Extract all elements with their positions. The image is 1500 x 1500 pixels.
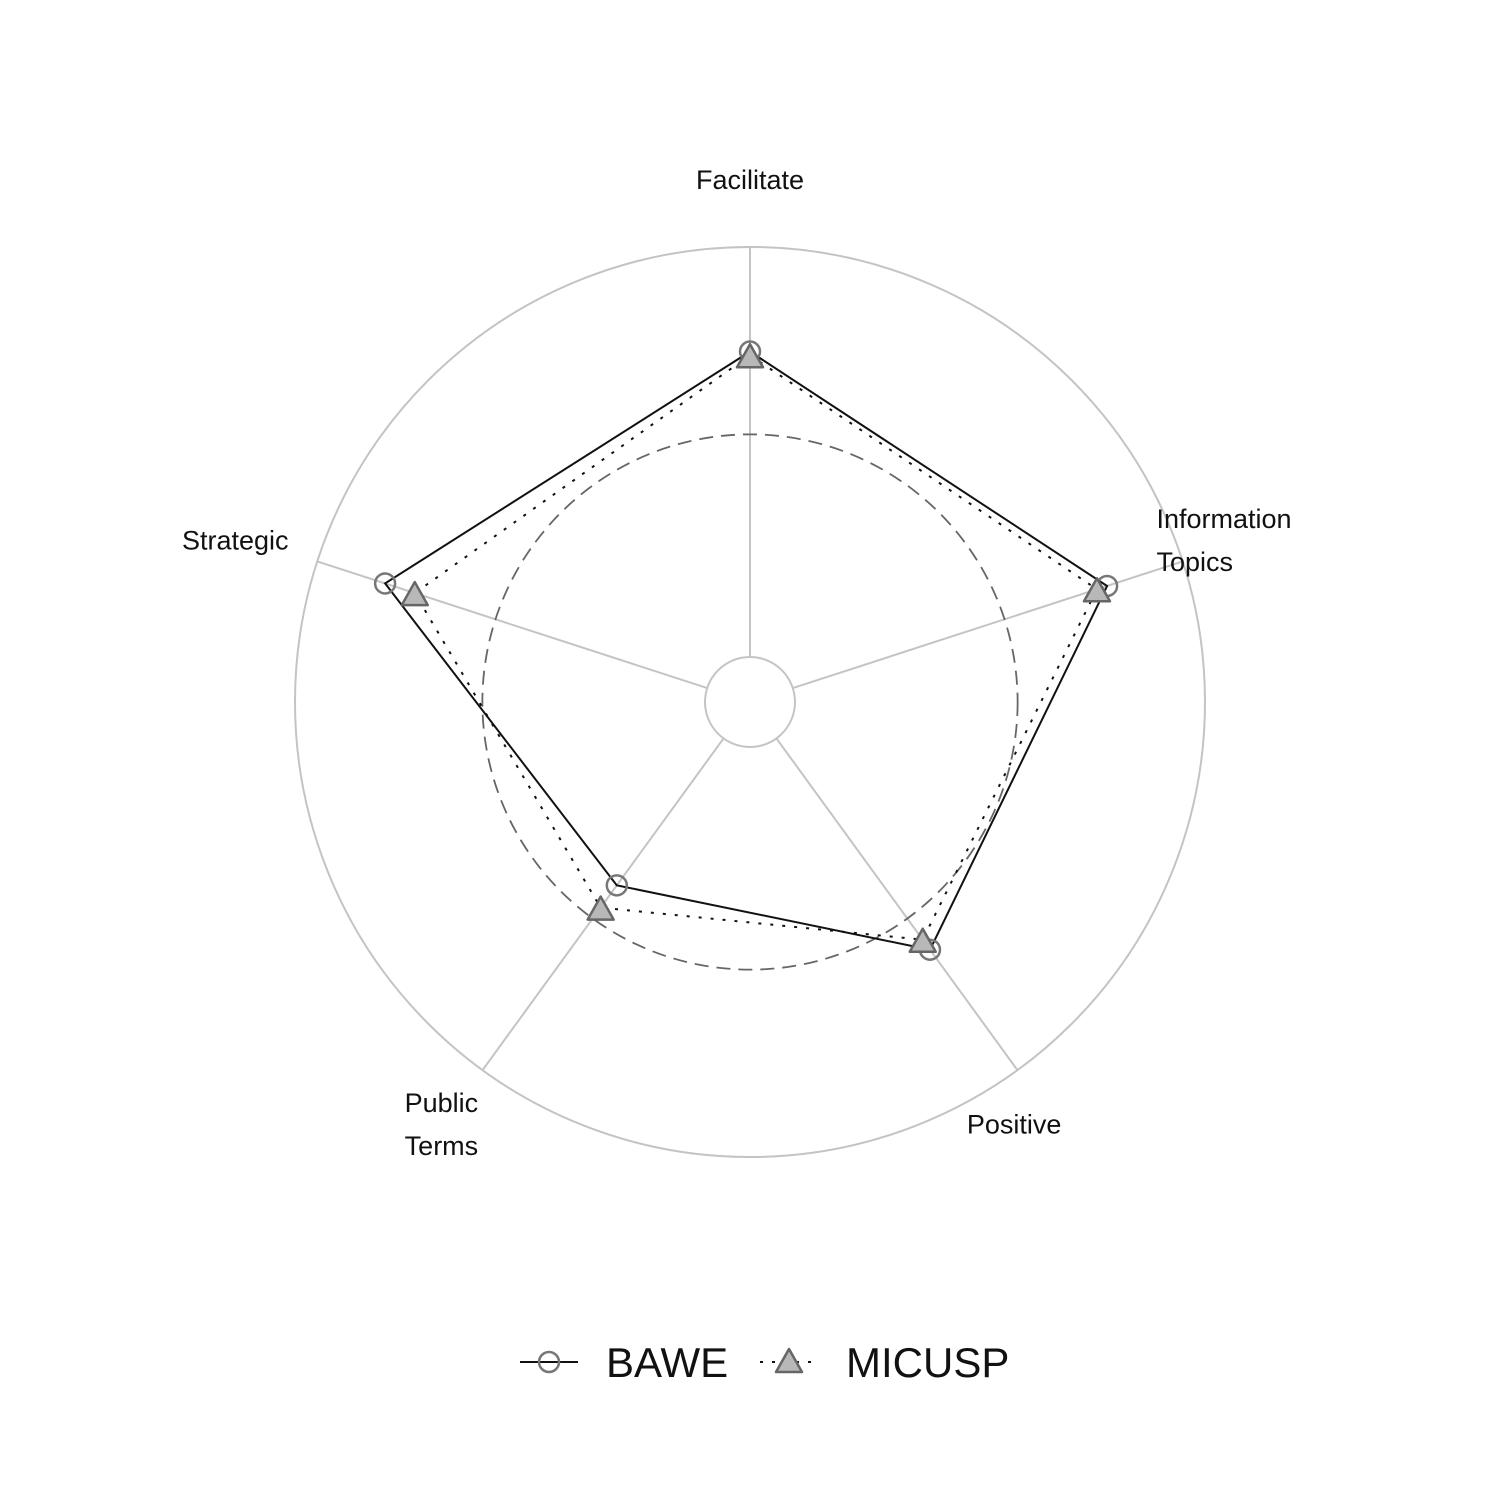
series-micusp-point-1: [1082, 577, 1112, 603]
spoke-2: [775, 737, 1019, 1071]
axis-label-3-line-0: Public: [405, 1088, 479, 1118]
axis-label-2-line-0: Positive: [967, 1109, 1062, 1139]
axis-label-1: Information Topics: [1156, 504, 1291, 577]
reference-circle: [481, 433, 1019, 971]
spoke-1: [792, 560, 1184, 690]
axis-label-4-line-0: Strategic: [182, 526, 289, 556]
series-bawe-point-4: [373, 572, 397, 595]
grid: [294, 246, 1206, 1158]
inner-grid-circle: [704, 656, 796, 748]
axis-label-1-line-1: Topics: [1156, 547, 1233, 577]
reference-dashed-circle: [481, 433, 1019, 971]
series-bawe-line: [383, 350, 1109, 951]
axis-label-4: Strategic: [182, 526, 289, 556]
legend-micusp-marker: [774, 1347, 804, 1374]
series-micusp-point-4: [400, 580, 430, 607]
series-bawe-point-3: [605, 874, 629, 897]
axis-label-0: Facilitate: [696, 165, 804, 195]
series-micusp-line: [413, 353, 1099, 941]
axis-label-2: Positive: [967, 1109, 1062, 1139]
series-micusp-point-0: [735, 342, 765, 369]
axis-label-0-line-0: Facilitate: [696, 165, 804, 195]
legend-bawe-marker: [537, 1350, 561, 1374]
legend: BAWE MICUSP: [520, 1339, 1009, 1386]
axis-label-3: Public Terms: [405, 1088, 479, 1161]
series-layer: [373, 340, 1119, 961]
spoke-4: [316, 560, 708, 690]
legend-bawe-label: BAWE: [606, 1339, 728, 1386]
series-micusp-point-2: [908, 927, 937, 953]
series-micusp-point-3: [586, 895, 615, 921]
axis-label-3-line-1: Terms: [405, 1131, 479, 1161]
axis-labels: Facilitate Information Topics Positive Publi…: [182, 165, 1292, 1161]
axis-label-1-line-0: Information: [1156, 504, 1291, 534]
legend-micusp-label: MICUSP: [846, 1339, 1009, 1386]
